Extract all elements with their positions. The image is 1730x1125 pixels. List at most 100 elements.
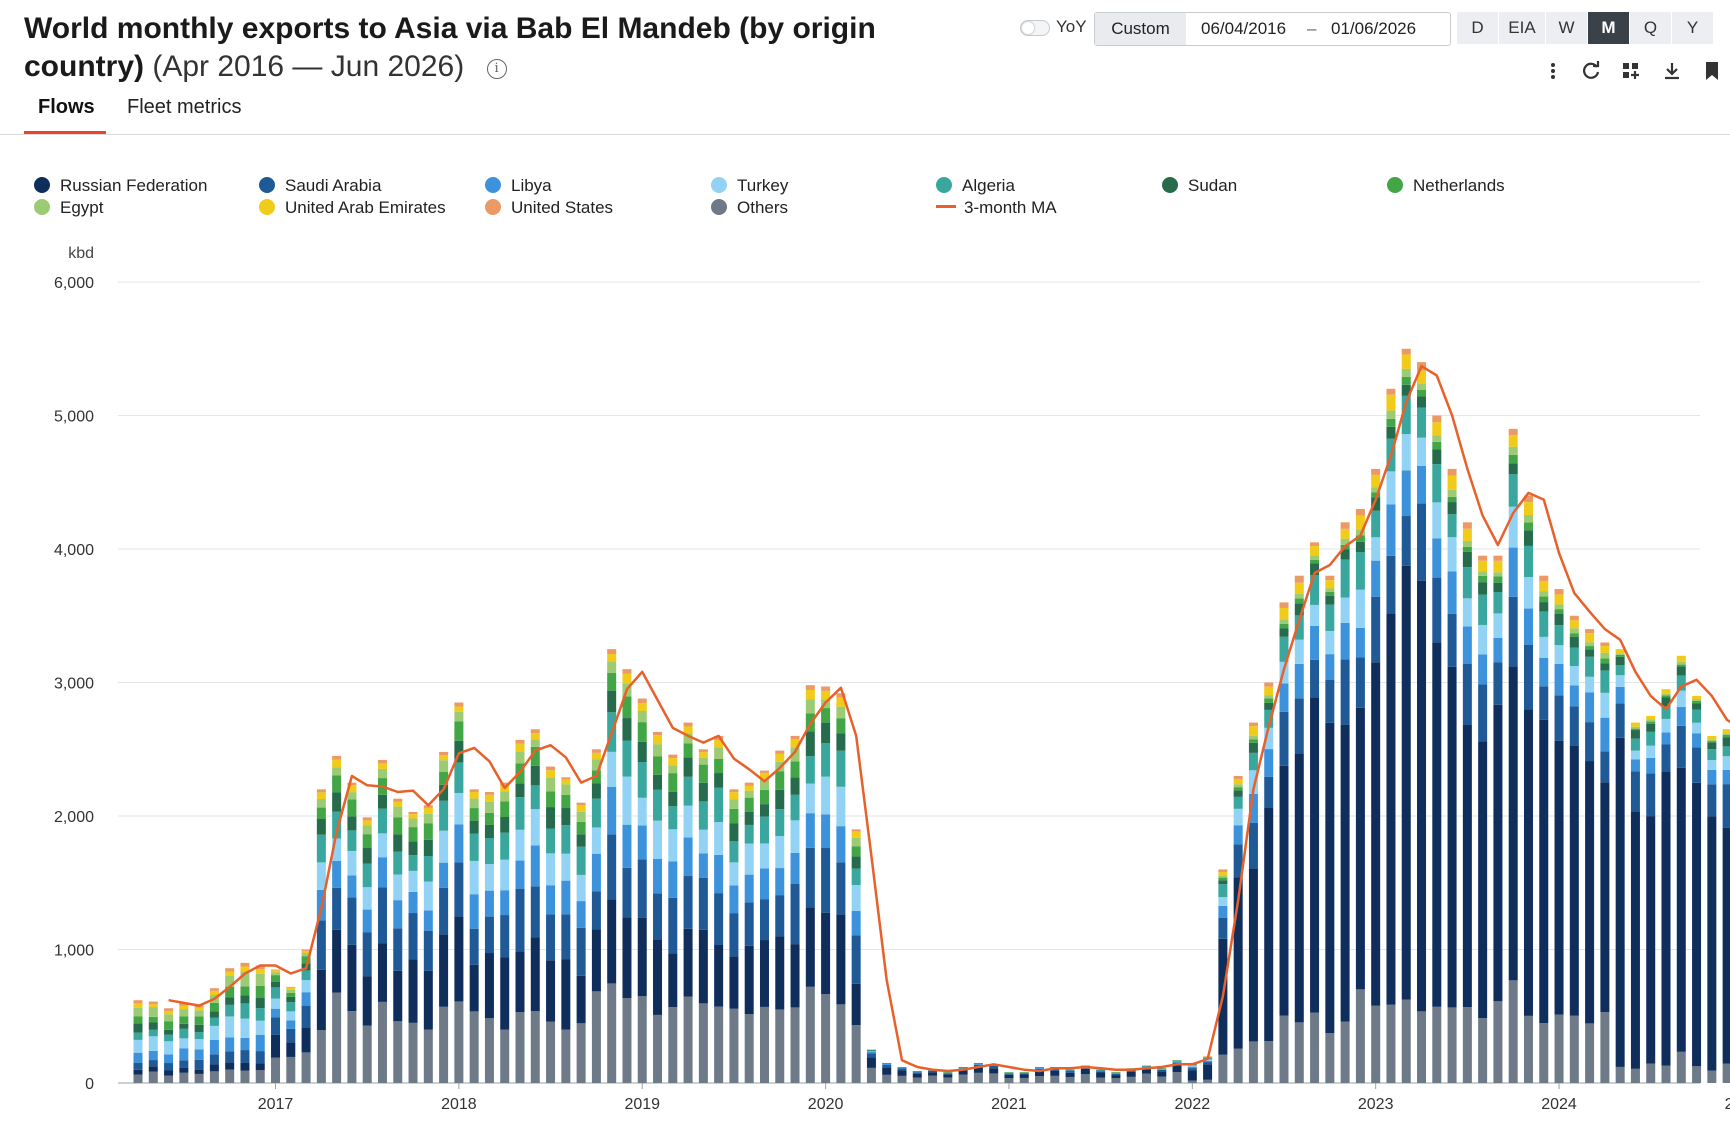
bar-segment [1401, 354, 1411, 369]
legend-item-netherlands[interactable]: Netherlands [1387, 175, 1505, 197]
bar-stack [1019, 1072, 1029, 1083]
bar-stack [1539, 575, 1549, 1083]
bar-segment [866, 1057, 876, 1068]
tab-fleet-metrics[interactable]: Fleet metrics [127, 96, 242, 118]
bar-stack [1187, 1062, 1197, 1083]
bar-segment [530, 765, 540, 786]
bar-segment [1355, 535, 1365, 542]
period-button-w[interactable]: W [1546, 12, 1588, 44]
bar-segment [1035, 1076, 1045, 1083]
bar-segment [622, 740, 632, 777]
bar-segment [607, 653, 617, 662]
tab-flows[interactable]: Flows [38, 96, 95, 118]
bar-segment [255, 998, 265, 1009]
custom-range-button[interactable]: Custom [1095, 13, 1186, 45]
bar-segment [591, 752, 601, 760]
bar-segment [515, 829, 525, 861]
date-from-field[interactable]: 06/04/2016 [1201, 19, 1287, 38]
bar-segment [1355, 589, 1365, 628]
bar-segment [148, 1001, 158, 1005]
bar-segment [576, 846, 586, 875]
bar-segment [1661, 771, 1671, 1066]
bar-stack [1401, 348, 1411, 1083]
legend-item-saudi-arabia[interactable]: Saudi Arabia [259, 175, 381, 197]
yoy-toggle[interactable] [1020, 20, 1050, 36]
bar-stack [1585, 629, 1595, 1083]
bar-segment [1615, 649, 1625, 654]
bar-segment [240, 995, 250, 1004]
bar-segment [943, 1077, 953, 1083]
bar-segment [714, 854, 724, 894]
period-button-q[interactable]: Q [1630, 12, 1672, 44]
bar-stack [821, 686, 831, 1083]
bar-segment [225, 1016, 235, 1038]
bar-segment [591, 783, 601, 799]
bar-segment [347, 816, 357, 831]
bar-segment [1325, 591, 1335, 596]
bar-segment [1096, 1069, 1106, 1071]
bar-segment [1585, 722, 1595, 762]
period-button-d[interactable]: D [1457, 12, 1499, 44]
bar-segment [1722, 1063, 1730, 1083]
bar-segment [958, 1066, 968, 1068]
bar-segment [1478, 594, 1488, 625]
bar-segment [851, 1025, 861, 1083]
bar-segment [1386, 504, 1396, 556]
bookmark-icon[interactable] [1699, 58, 1725, 84]
bar-segment [1585, 676, 1595, 693]
bar-segment [408, 841, 418, 856]
bar-segment [836, 706, 846, 719]
bar-segment [790, 794, 800, 821]
bar-segment [729, 792, 739, 800]
bar-segment [1141, 1073, 1151, 1083]
legend-swatch [1387, 177, 1403, 193]
bar-segment [1722, 784, 1730, 828]
add-widget-icon[interactable] [1618, 58, 1644, 84]
date-to-field[interactable]: 01/06/2026 [1331, 19, 1417, 38]
download-icon[interactable] [1659, 58, 1685, 84]
period-button-y[interactable]: Y [1672, 12, 1714, 44]
bar-segment [1447, 514, 1457, 538]
legend-item-turkey[interactable]: Turkey [711, 175, 788, 197]
legend-item-algeria[interactable]: Algeria [936, 175, 1015, 197]
legend-item-3-month-ma[interactable]: 3-month MA [936, 197, 1057, 219]
legend-item-russian-federation[interactable]: Russian Federation [34, 175, 207, 197]
bar-segment [393, 834, 403, 852]
legend-item-libya[interactable]: Libya [485, 175, 552, 197]
bar-segment [1569, 706, 1579, 746]
legend-item-egypt[interactable]: Egypt [34, 197, 103, 219]
legend-label: Turkey [737, 176, 789, 195]
bar-segment [1111, 1072, 1121, 1073]
bar-segment [1417, 437, 1427, 466]
bar-segment [347, 875, 357, 898]
legend-item-united-states[interactable]: United States [485, 197, 613, 219]
y-axis-unit: kbd [68, 245, 94, 262]
date-range-picker[interactable]: Custom 06/04/2016 – 01/06/2026 [1094, 12, 1451, 46]
bar-segment [133, 1074, 143, 1083]
bar-segment [1355, 989, 1365, 1083]
period-button-eia[interactable]: EIA [1499, 12, 1546, 44]
bar-segment [500, 859, 510, 891]
bar-segment [1585, 692, 1595, 723]
bar-segment [1310, 604, 1320, 626]
bar-segment [1707, 749, 1717, 761]
bar-segment [1371, 1005, 1381, 1083]
info-icon[interactable]: i [486, 59, 507, 79]
bar-segment [393, 970, 403, 1022]
bar-segment [271, 987, 281, 999]
legend-item-sudan[interactable]: Sudan [1162, 175, 1237, 197]
more-vertical-icon[interactable] [1540, 58, 1566, 84]
legend-item-others[interactable]: Others [711, 197, 788, 219]
bar-segment [271, 998, 281, 1009]
bar-segment [1676, 664, 1686, 667]
refresh-icon[interactable] [1578, 58, 1604, 84]
bar-segment [1508, 980, 1518, 1083]
legend-item-united-arab-emirates[interactable]: United Arab Emirates [259, 197, 446, 219]
bar-segment [148, 1050, 158, 1061]
bar-segment [1126, 1071, 1136, 1077]
x-tick-label: 2017 [258, 1096, 294, 1113]
bar-segment [1233, 787, 1243, 791]
bar-segment [1692, 709, 1702, 723]
period-button-m[interactable]: M [1588, 12, 1630, 44]
bar-segment [1264, 807, 1274, 1042]
